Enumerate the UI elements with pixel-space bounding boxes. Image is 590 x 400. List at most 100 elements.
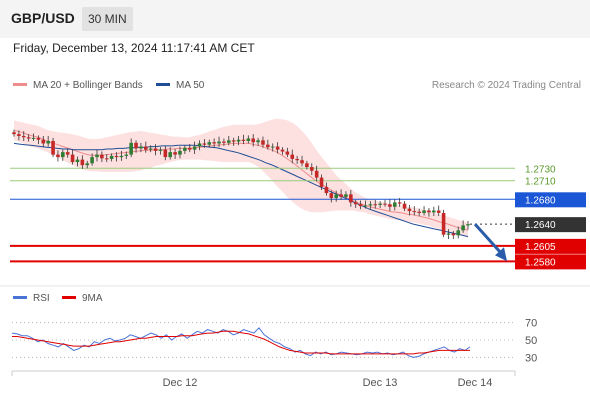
candle-body bbox=[344, 194, 348, 197]
candle-body bbox=[456, 230, 461, 236]
candle-body bbox=[153, 148, 158, 151]
candle-body bbox=[168, 152, 173, 158]
candle-body bbox=[109, 155, 114, 159]
candle-body bbox=[432, 210, 436, 213]
candle-body bbox=[119, 155, 124, 158]
candle-body bbox=[134, 142, 138, 149]
candle-body bbox=[368, 204, 373, 206]
candle-body bbox=[300, 160, 304, 164]
candle-body bbox=[256, 140, 260, 143]
candle-body bbox=[31, 137, 36, 139]
candle-body bbox=[407, 208, 412, 212]
candle-body bbox=[158, 149, 163, 151]
x-tick-label: Dec 13 bbox=[363, 377, 398, 389]
timeframe-button[interactable]: 30 MIN bbox=[82, 7, 133, 31]
forecast-arrow-shaft bbox=[473, 223, 505, 257]
candle-body bbox=[17, 134, 21, 136]
x-tick-label: Dec 12 bbox=[163, 377, 198, 389]
candle-body bbox=[349, 194, 353, 203]
candle-body bbox=[21, 136, 26, 138]
candle-body bbox=[373, 204, 378, 206]
candle-body bbox=[231, 140, 236, 142]
candle-body bbox=[246, 138, 251, 141]
candle-body bbox=[65, 152, 70, 155]
candle-body bbox=[36, 137, 41, 140]
candle-body bbox=[217, 141, 221, 144]
candle-body bbox=[202, 143, 207, 145]
ma20-line bbox=[13, 129, 469, 231]
level-tag-1.2605 bbox=[515, 238, 586, 254]
candle-body bbox=[26, 137, 31, 139]
header-bar: GBP/USD 30 MIN bbox=[0, 0, 590, 38]
candle-body bbox=[314, 170, 319, 178]
candle-body bbox=[148, 148, 153, 150]
legend-ma50: MA 50 bbox=[156, 80, 204, 91]
rsi-level-label: 30 bbox=[525, 352, 537, 364]
level-label-1.2605: 1.2605 bbox=[525, 242, 556, 253]
candle-body bbox=[95, 154, 99, 158]
candle-body bbox=[100, 154, 104, 159]
candle-body bbox=[270, 146, 275, 148]
rsi-level-label: 50 bbox=[525, 335, 537, 347]
candle-body bbox=[129, 142, 133, 155]
candle-body bbox=[114, 155, 119, 158]
candle-body bbox=[139, 146, 143, 149]
candle-body bbox=[329, 193, 334, 199]
candle-body bbox=[441, 212, 446, 235]
candle-body bbox=[90, 157, 94, 164]
legend-bollinger: MA 20 + Bollinger Bands bbox=[13, 80, 143, 91]
candle-body bbox=[427, 210, 431, 213]
candle-body bbox=[339, 194, 343, 197]
rsi-line bbox=[11, 327, 471, 358]
candle-body bbox=[251, 138, 256, 143]
candle-body bbox=[358, 204, 363, 207]
candle-body bbox=[295, 158, 299, 161]
forecast-arrow-head bbox=[495, 247, 507, 262]
candle-body bbox=[466, 224, 470, 226]
candle-body bbox=[173, 152, 177, 155]
candle-body bbox=[446, 233, 451, 235]
candle-body bbox=[436, 210, 441, 213]
rsi-ma9-line bbox=[12, 330, 470, 355]
timestamp: Friday, December 13, 2024 11:17:41 AM CE… bbox=[13, 41, 255, 55]
candle-body bbox=[187, 147, 192, 150]
credit-label: Research © 2024 Trading Central bbox=[431, 80, 581, 91]
legend-bollinger-swatch bbox=[13, 82, 27, 86]
level-tag-1.2680 bbox=[515, 192, 586, 208]
candle-body bbox=[192, 146, 197, 150]
legend-ma50-swatch bbox=[156, 82, 170, 86]
candle-body bbox=[280, 149, 285, 152]
candle-body bbox=[51, 140, 55, 155]
candle-body bbox=[397, 202, 402, 204]
level-tag-1.2580 bbox=[515, 254, 586, 270]
candle-body bbox=[80, 159, 85, 166]
candle-body bbox=[163, 149, 168, 158]
candle-body bbox=[275, 146, 280, 150]
candle-body bbox=[212, 142, 216, 144]
candle-body bbox=[290, 154, 295, 159]
candle-body bbox=[207, 142, 212, 145]
legend-9ma-swatch bbox=[62, 295, 76, 299]
candle-body bbox=[70, 154, 75, 163]
legend-rsi-label: RSI bbox=[33, 293, 50, 304]
current-price-tag bbox=[515, 217, 586, 233]
candle-body bbox=[388, 204, 392, 207]
legend-bollinger-label: MA 20 + Bollinger Bands bbox=[33, 80, 143, 91]
legend-9ma: 9MA bbox=[62, 293, 103, 304]
candle-body bbox=[75, 159, 80, 163]
candle-body bbox=[178, 150, 182, 155]
rsi-level-label: 70 bbox=[525, 318, 537, 330]
candle-body bbox=[309, 167, 314, 171]
candle-body bbox=[334, 194, 338, 199]
candle-body bbox=[124, 154, 129, 156]
symbol-label: GBP/USD bbox=[11, 10, 75, 26]
legend-9ma-label: 9MA bbox=[82, 293, 103, 304]
candle-body bbox=[226, 140, 231, 143]
level-label-1.2710: 1.2710 bbox=[525, 177, 556, 188]
level-label-1.2680: 1.2680 bbox=[525, 195, 556, 206]
candle-body bbox=[417, 211, 421, 213]
candle-body bbox=[305, 163, 309, 168]
candle-body bbox=[236, 139, 241, 142]
candle-body bbox=[383, 203, 387, 205]
